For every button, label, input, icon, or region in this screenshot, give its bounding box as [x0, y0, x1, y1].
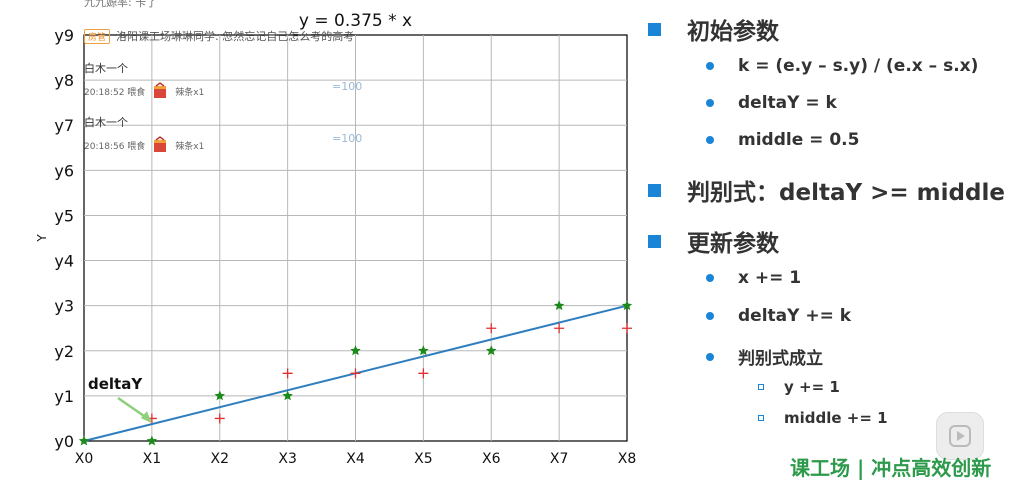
- star-marker: [78, 435, 90, 446]
- slide-bullet: deltaY = k: [706, 93, 837, 113]
- slide-heading: 判别式：deltaY >= middle: [648, 173, 1005, 207]
- dot-bullet-icon: [706, 136, 714, 144]
- dot-bullet-icon: [706, 312, 714, 320]
- gift-notice: 白木一个 20:18:52 喂食 辣条x1: [84, 60, 204, 100]
- y-tick-label: y4: [54, 252, 74, 271]
- dot-bullet-icon: [706, 99, 714, 107]
- star-marker: [282, 390, 293, 401]
- gift-name: 辣条x1: [175, 141, 205, 152]
- gift-count: =100: [332, 80, 363, 93]
- dot-bullet-icon: [706, 352, 714, 361]
- y-tick-label: y0: [54, 432, 74, 451]
- x-tick-label: X2: [211, 451, 230, 467]
- plus-marker: [214, 413, 225, 424]
- slide-bullet: 判别式成立: [706, 344, 823, 369]
- x-tick-label: X6: [482, 451, 501, 467]
- gift-icon: [154, 82, 167, 98]
- slide-bullet: deltaY += k: [706, 306, 851, 326]
- danmaku-message: 九九嫄率: 卡了: [84, 0, 158, 9]
- plus-marker: [622, 323, 632, 334]
- annotation-label: deltaY: [88, 375, 143, 393]
- slide-subbullet: y += 1: [758, 378, 840, 396]
- y-tick-label: y1: [54, 387, 74, 406]
- plus-marker: [486, 323, 497, 334]
- y-axis-label: Y: [35, 234, 49, 243]
- square-bullet-icon: [648, 22, 661, 36]
- plus-marker: [418, 368, 429, 379]
- star-marker: [350, 345, 361, 356]
- gift-time: 20:18:56 喂食: [84, 141, 146, 152]
- x-tick-label: X4: [346, 451, 365, 467]
- moderator-badge: 房管: [84, 28, 111, 44]
- star-marker: [214, 390, 225, 401]
- y-tick-label: y9: [54, 26, 74, 45]
- star-marker: [553, 300, 565, 311]
- y-tick-label: y7: [54, 116, 74, 135]
- star-marker: [146, 435, 158, 446]
- square-bullet-icon: [648, 234, 661, 248]
- play-button[interactable]: [936, 412, 984, 460]
- star-marker: [418, 345, 429, 356]
- gift-notice: 白木一个 20:18:56 喂食 辣条x1: [84, 114, 204, 154]
- hollow-square-bullet-icon: [758, 384, 764, 390]
- x-tick-label: X5: [414, 451, 433, 467]
- dot-bullet-icon: [706, 62, 714, 70]
- star-marker: [621, 300, 633, 311]
- gift-icon: [154, 136, 167, 152]
- slide-bullet: x += 1: [706, 268, 801, 288]
- gift-time: 20:18:52 喂食: [84, 87, 146, 98]
- y-tick-label: y6: [54, 161, 74, 180]
- hollow-square-bullet-icon: [758, 415, 764, 421]
- x-tick-label: X3: [278, 451, 297, 467]
- slide-heading: 更新参数: [648, 224, 779, 258]
- play-icon: [949, 425, 971, 447]
- gift-name: 辣条x1: [175, 87, 205, 98]
- plus-marker: [350, 368, 361, 379]
- plus-marker: [554, 323, 565, 334]
- annotation-arrowhead: [140, 411, 152, 424]
- square-bullet-icon: [648, 183, 661, 197]
- slide-heading: 初始参数: [648, 12, 779, 46]
- danmaku-message: 房管 洛阳课工场琳琳同学: 忽然忘记自己怎么考的高考: [84, 28, 354, 44]
- slide-bullet: k = (e.y – s.y) / (e.x – s.x): [706, 56, 978, 76]
- danmaku-text: 洛阳课工场琳琳同学: 忽然忘记自己怎么考的高考: [116, 30, 355, 43]
- gift-count: =100: [332, 132, 363, 145]
- y-tick-label: y5: [54, 206, 74, 225]
- star-marker: [486, 345, 497, 356]
- dot-bullet-icon: [706, 274, 714, 282]
- chart: X0 X1 X2 X3 X4 X5 X6 X7 X8 y0 y1 y2 y3 y4 y5 y6 y7 y8 y9 Yy…: [35, 11, 637, 467]
- gift-user: 白木一个: [84, 116, 128, 129]
- y-tick-label: y8: [54, 71, 74, 90]
- y-tick-label: y2: [54, 342, 74, 361]
- x-tick-label: X0: [75, 451, 94, 467]
- x-tick-label: X8: [618, 451, 637, 467]
- slide-subbullet: middle += 1: [758, 409, 888, 427]
- y-tick-label: y3: [54, 297, 74, 316]
- chart-title: y = 0.375 * x: [299, 11, 412, 31]
- plus-marker: [282, 368, 293, 379]
- x-tick-label: X1: [143, 451, 162, 467]
- slide-bullet: middle = 0.5: [706, 130, 859, 150]
- x-tick-label: X7: [550, 451, 569, 467]
- gift-user: 白木一个: [84, 62, 128, 75]
- watermark: 课工场 | 冲点高效创新: [790, 456, 992, 480]
